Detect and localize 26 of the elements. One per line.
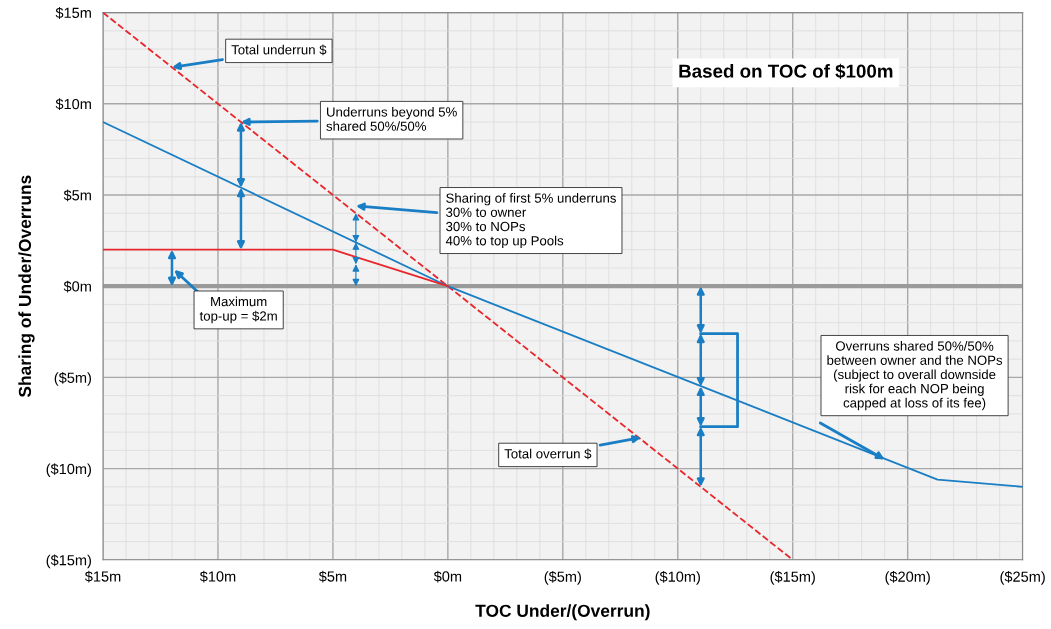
x-tick-label: ($10m) (655, 570, 700, 585)
annotation: Total overrun $ (504, 448, 592, 460)
y-tick-label: ($5m) (54, 372, 91, 386)
annotation: Underruns beyond 5% shared 50%/50% (326, 106, 457, 131)
y-tick-label: $5m (63, 189, 91, 202)
x-tick-label: ($15m) (770, 570, 815, 585)
y-axis-title: Sharing of Under/Overruns (18, 175, 35, 398)
x-tick-label: $10m (199, 570, 236, 583)
annotation: Overruns shared 50%/50% between owner and the NOPs (subject to overall downside risk for each NOP being capped at loss of its fee) (827, 341, 1003, 411)
x-tick-label: $0m (433, 570, 462, 583)
x-tick-label: ($5m) (544, 570, 581, 585)
y-tick-label: $15m (55, 7, 91, 19)
line-series (103, 121, 1023, 488)
text: Based on TOC of $100m (679, 63, 893, 80)
x-tick-label: ($20m) (885, 570, 930, 585)
y-tick-label: $10m (55, 98, 91, 111)
annotation: Maximum top-up = $2m (199, 296, 277, 324)
y-tick-label: ($10m) (46, 463, 91, 478)
x-axis-title: TOC Under/(Overrun) (475, 604, 650, 621)
x-tick-label: $5m (318, 570, 347, 583)
annotation: Total underrun $ (231, 44, 327, 56)
y-tick-label: ($15m) (46, 554, 91, 569)
annotation: Sharing of first 5% underruns 30% to owner 30% to NOPs 40% to top up Pools (445, 193, 616, 248)
y-tick-label: $0m (63, 280, 91, 293)
x-tick-label: ($25m) (1000, 570, 1045, 585)
x-tick-label: $15m (84, 570, 121, 583)
